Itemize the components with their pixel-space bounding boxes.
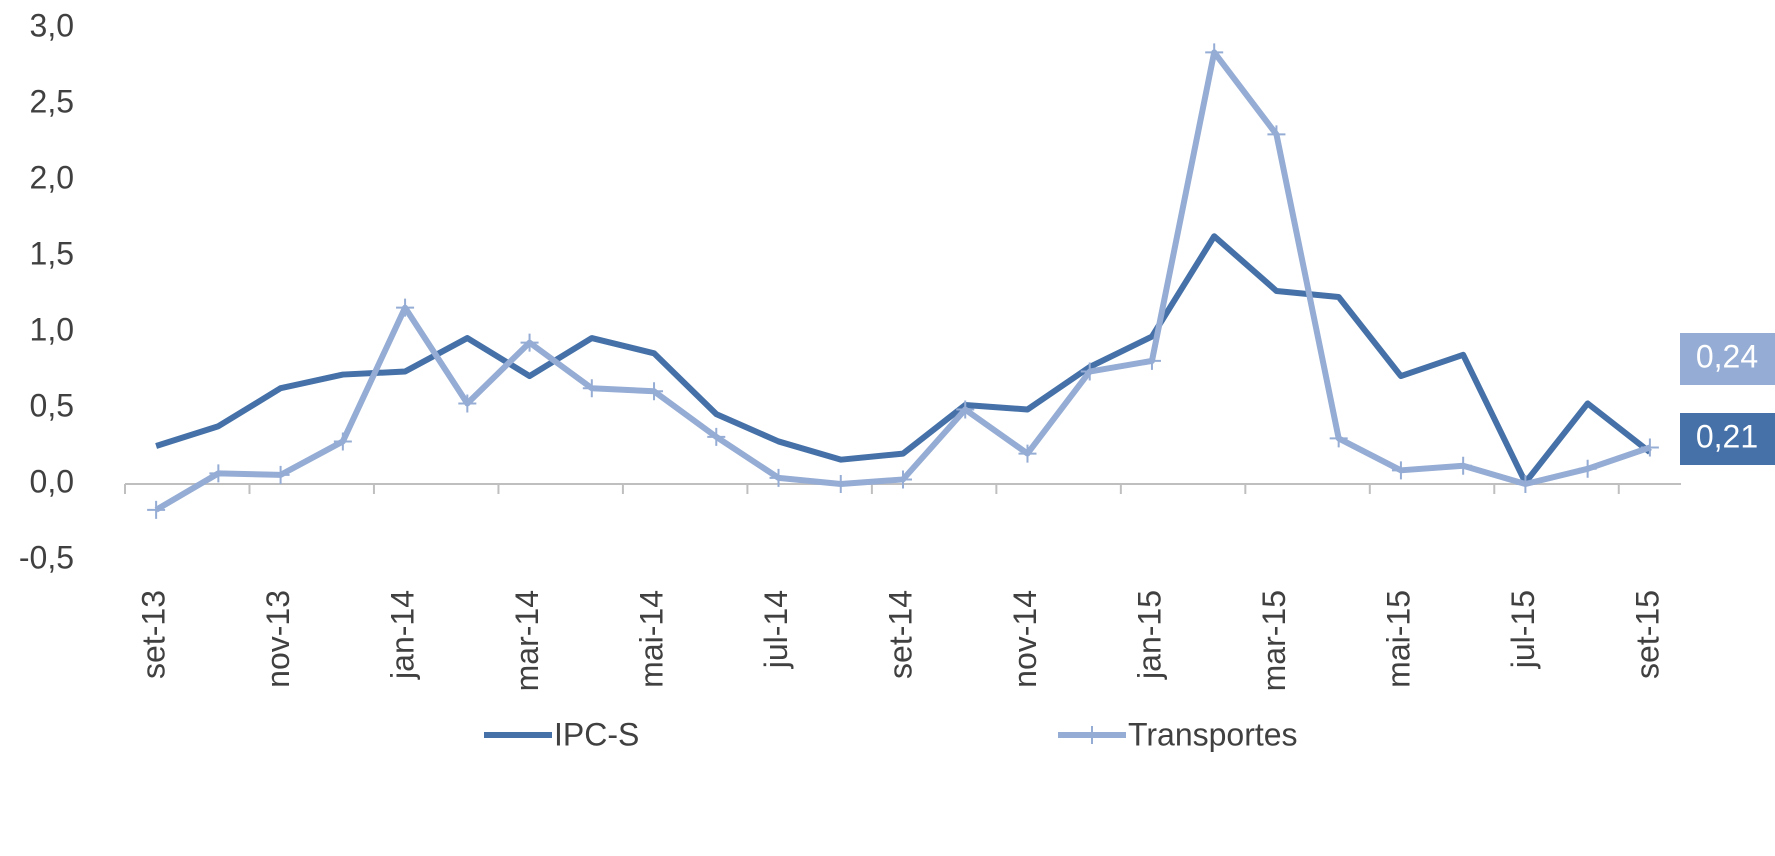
x-tick-label: jul-15 xyxy=(1505,590,1541,669)
marker xyxy=(1080,362,1099,381)
x-tick-label: mar-14 xyxy=(509,590,545,691)
data-label-box xyxy=(1680,333,1775,385)
marker xyxy=(396,298,415,317)
marker xyxy=(1640,438,1659,457)
marker xyxy=(520,333,539,352)
marker xyxy=(1516,475,1535,493)
x-tick-group: jan-14 xyxy=(385,590,421,680)
data-label: 0,24 xyxy=(1696,338,1758,374)
marker xyxy=(645,382,664,401)
marker xyxy=(769,468,788,487)
data-label: 0,21 xyxy=(1696,418,1758,454)
x-tick-group: jul-15 xyxy=(1505,590,1541,669)
marker xyxy=(1391,461,1410,480)
x-tick-label: jan-15 xyxy=(1131,590,1167,680)
series-line xyxy=(154,49,1651,513)
x-tick-group: jan-15 xyxy=(1131,590,1167,680)
y-tick-label: 1,0 xyxy=(30,311,74,347)
y-tick-label: 3,0 xyxy=(30,7,74,43)
x-tick-label: set-15 xyxy=(1629,590,1665,679)
marker xyxy=(1018,444,1037,463)
marker xyxy=(147,500,166,519)
x-tick-group: set-13 xyxy=(136,590,172,679)
x-tick-group: mai-15 xyxy=(1380,590,1416,688)
y-tick-label: 0,5 xyxy=(30,387,74,423)
marker xyxy=(1205,43,1224,62)
x-tick-group: nov-14 xyxy=(1007,590,1043,688)
x-tick-label: set-14 xyxy=(882,590,918,679)
marker xyxy=(582,379,601,398)
x-tick-group: nov-13 xyxy=(260,590,296,688)
marker xyxy=(333,432,352,451)
x-tick-group: set-14 xyxy=(882,590,918,679)
marker xyxy=(956,400,975,419)
data-label-box xyxy=(1680,413,1775,465)
marker xyxy=(894,470,912,489)
x-tick-group: mar-14 xyxy=(509,590,545,691)
series-line xyxy=(155,233,1652,486)
marker xyxy=(1142,351,1161,370)
y-tick-label: 0,0 xyxy=(30,463,74,499)
x-tick-label: jan-14 xyxy=(385,590,421,680)
marker xyxy=(1329,429,1348,448)
y-tick-label: 2,0 xyxy=(30,159,74,195)
marker xyxy=(458,394,477,413)
x-tick-label: mar-15 xyxy=(1256,590,1292,691)
marker xyxy=(271,465,290,484)
x-tick-label: jul-14 xyxy=(758,590,794,669)
x-tick-label: nov-14 xyxy=(1007,590,1043,688)
marker xyxy=(707,427,726,446)
x-tick-group: jul-14 xyxy=(758,590,794,669)
marker xyxy=(1578,459,1597,478)
marker xyxy=(831,475,850,493)
x-tick-label: nov-13 xyxy=(260,590,296,688)
marker xyxy=(1267,125,1286,144)
legend-marker xyxy=(1083,726,1101,744)
legend-label: IPC-S xyxy=(554,716,639,752)
x-tick-label: set-13 xyxy=(136,590,172,679)
y-tick-label: 2,5 xyxy=(30,83,74,119)
marker xyxy=(209,464,228,483)
x-tick-group: set-15 xyxy=(1629,590,1665,679)
x-tick-group: mar-15 xyxy=(1256,590,1292,691)
legend-label: Transportes xyxy=(1128,716,1298,752)
marker xyxy=(1454,456,1473,475)
x-tick-group: mai-14 xyxy=(633,590,669,688)
x-tick-label: mai-14 xyxy=(633,590,669,688)
x-tick-label: mai-15 xyxy=(1380,590,1416,688)
y-tick-label: 1,5 xyxy=(30,235,74,271)
y-tick-label: -0,5 xyxy=(19,539,74,575)
